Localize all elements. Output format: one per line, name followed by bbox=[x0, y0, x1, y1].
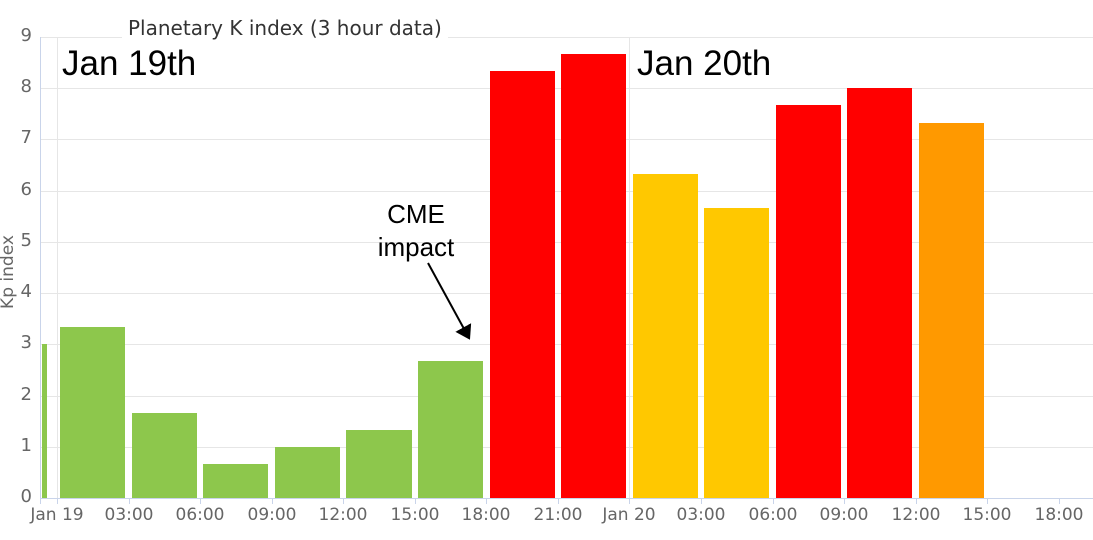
x-tick-label: Jan 20 bbox=[602, 505, 656, 525]
x-tick-label: 18:00 bbox=[461, 505, 511, 525]
y-tick-label: 6 bbox=[20, 179, 32, 200]
y-tick-label: 3 bbox=[20, 332, 32, 353]
bar[interactable] bbox=[704, 207, 770, 498]
x-tick-mark bbox=[486, 498, 487, 504]
annotation-cme-impact: CME impact bbox=[353, 198, 479, 264]
bar[interactable] bbox=[274, 446, 340, 498]
x-tick-label: 09:00 bbox=[247, 505, 297, 525]
y-tick-label: 4 bbox=[20, 281, 32, 302]
y-tick-label: 1 bbox=[20, 435, 32, 456]
x-tick-mark bbox=[987, 498, 988, 504]
bar[interactable] bbox=[60, 327, 126, 498]
annotation-jan-19: Jan 19th bbox=[62, 44, 197, 83]
chart-title: Planetary K index (3 hour data) bbox=[122, 16, 448, 40]
x-tick-label: 03:00 bbox=[676, 505, 726, 525]
bar[interactable] bbox=[775, 105, 841, 498]
bar[interactable] bbox=[417, 361, 484, 498]
cme-impact-line2: impact bbox=[377, 232, 455, 262]
x-tick-mark bbox=[773, 498, 774, 504]
x-tick-label: 09:00 bbox=[819, 505, 869, 525]
x-axis-line bbox=[40, 498, 1093, 499]
x-tick-mark bbox=[701, 498, 702, 504]
x-tick-label: 03:00 bbox=[104, 505, 154, 525]
y-tick-label: 5 bbox=[20, 230, 32, 251]
x-tick-mark bbox=[57, 498, 58, 504]
bar[interactable] bbox=[632, 173, 698, 498]
day-gridline bbox=[629, 37, 630, 498]
x-tick-mark bbox=[272, 498, 273, 504]
y-axis-title: Kp index bbox=[0, 235, 18, 309]
x-tick-mark bbox=[629, 498, 630, 504]
x-tick-mark bbox=[343, 498, 344, 504]
annotation-jan-20: Jan 20th bbox=[637, 44, 772, 83]
cme-impact-line1: CME bbox=[387, 199, 445, 229]
bar[interactable] bbox=[489, 71, 555, 498]
x-tick-mark bbox=[415, 498, 416, 504]
bar[interactable] bbox=[131, 412, 197, 498]
x-tick-mark bbox=[916, 498, 917, 504]
day-gridline bbox=[57, 37, 58, 498]
x-tick-label: 06:00 bbox=[748, 505, 798, 525]
x-tick-mark bbox=[1059, 498, 1060, 504]
y-tick-label: 8 bbox=[20, 76, 32, 97]
bar[interactable] bbox=[561, 53, 627, 498]
bar[interactable] bbox=[203, 463, 269, 498]
y-tick-label: 7 bbox=[20, 127, 32, 148]
bar[interactable] bbox=[41, 344, 47, 498]
x-tick-mark bbox=[558, 498, 559, 504]
bar[interactable] bbox=[847, 88, 913, 498]
bar[interactable] bbox=[918, 122, 984, 498]
y-tick-label: 0 bbox=[20, 486, 32, 507]
y-gridline bbox=[40, 37, 1093, 38]
cme-arrow-icon bbox=[427, 262, 472, 340]
x-tick-label: 15:00 bbox=[390, 505, 440, 525]
y-axis-line bbox=[40, 37, 41, 504]
x-tick-label: 18:00 bbox=[1034, 505, 1084, 525]
x-tick-label: 21:00 bbox=[533, 505, 583, 525]
x-tick-label: 15:00 bbox=[962, 505, 1012, 525]
y-tick-label: 2 bbox=[20, 384, 32, 405]
x-tick-mark bbox=[844, 498, 845, 504]
bar[interactable] bbox=[346, 429, 412, 498]
x-tick-label: 06:00 bbox=[175, 505, 225, 525]
x-tick-mark bbox=[200, 498, 201, 504]
y-tick-label: 9 bbox=[20, 25, 32, 46]
x-tick-label: 12:00 bbox=[891, 505, 941, 525]
x-tick-label: Jan 19 bbox=[30, 505, 84, 525]
x-tick-mark bbox=[129, 498, 130, 504]
x-tick-label: 12:00 bbox=[318, 505, 368, 525]
